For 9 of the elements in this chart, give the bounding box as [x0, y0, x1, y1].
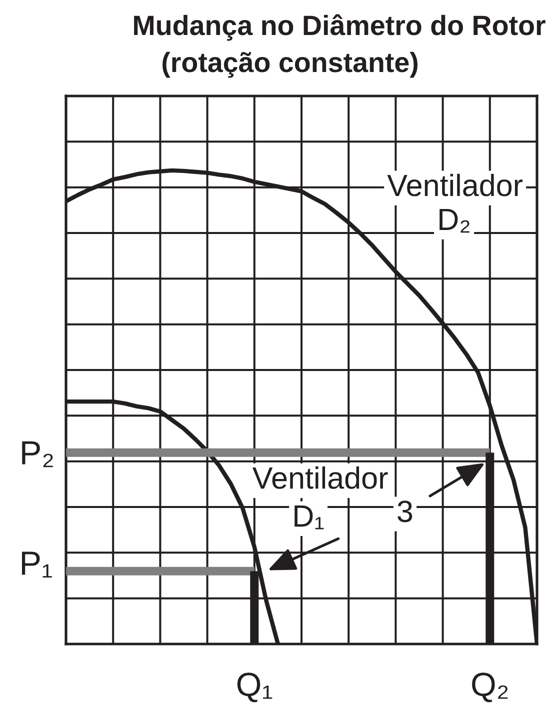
- chart-subtitle: (rotação constante): [162, 52, 418, 78]
- series-label: Ventilador D₂: [387, 174, 522, 233]
- chart-title: Mudança no Diâmetro do Rotor: [134, 14, 546, 41]
- series-label: P₁: [22, 552, 52, 578]
- annotation: 3: [398, 500, 412, 522]
- series-label: Ventilador D₁: [252, 466, 388, 530]
- series-label: P₂: [22, 441, 53, 468]
- x-tick-label: Q₂: [472, 672, 508, 702]
- x-tick-label: Q₁: [237, 672, 272, 702]
